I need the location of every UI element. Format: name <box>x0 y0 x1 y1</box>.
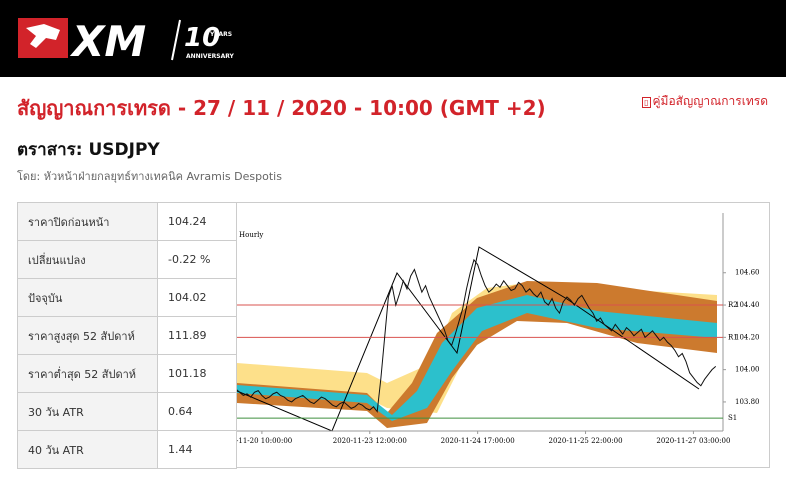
table-row: ราคาปิดก่อนหน้า 104.24 <box>17 202 237 241</box>
level-label: R1 <box>728 333 738 341</box>
level-label: R2 <box>728 301 738 309</box>
table-row: ราคาต่ำสุด 52 สัปดาห์ 101.18 <box>17 354 237 393</box>
cell-label: ราคาปิดก่อนหน้า <box>17 202 158 241</box>
badge-sub: ANNIVERSARY <box>186 53 235 60</box>
header: XM 10 YEARS ANNIVERSARY <box>0 0 786 77</box>
logo: XM 10 YEARS ANNIVERSARY <box>18 17 235 66</box>
instrument: ตราสาร: USDJPY <box>17 140 160 160</box>
table-row: 40 วัน ATR 1.44 <box>17 430 237 469</box>
y-tick-label: 103.80 <box>735 398 760 406</box>
table-row: 30 วัน ATR 0.64 <box>17 392 237 431</box>
cell-value: 0.64 <box>157 392 237 431</box>
y-tick-label: 104.00 <box>735 366 760 374</box>
stats-table: ราคาปิดก่อนหน้า 104.24 เปลี่ยนแปลง -0.22 % ป… <box>17 202 237 469</box>
table-row: ปัจจุบัน 104.02 <box>17 278 237 317</box>
band-outer <box>237 283 717 413</box>
divider <box>171 19 181 61</box>
guide-text[interactable]: คู่มือสัญญาณการเทรด <box>652 94 769 108</box>
page-title: สัญญาณการเทรด - 27 / 11 / 2020 - 10:00 (… <box>17 96 546 120</box>
badge: 10 <box>184 23 220 53</box>
level-label: S1 <box>728 414 737 422</box>
table-row: ราคาสูงสุด 52 สัปดาห์ 111.89 <box>17 316 237 355</box>
logo-bull <box>26 24 60 48</box>
cell-value: 101.18 <box>157 354 237 393</box>
y-tick-label: 104.20 <box>735 333 760 341</box>
cell-value: 104.24 <box>157 202 237 241</box>
cell-value: 111.89 <box>157 316 237 355</box>
cell-value: -0.22 % <box>157 240 237 279</box>
byline: โดย: หัวหน้าฝ่ายกลยุทธ์ทางเทคนิค Avramis… <box>17 170 282 183</box>
band-mid <box>237 281 717 428</box>
y-tick-label: 104.60 <box>735 269 760 277</box>
cell-label: ราคาต่ำสุด 52 สัปดาห์ <box>17 354 158 393</box>
cell-label: ราคาสูงสุด 52 สัปดาห์ <box>17 316 158 355</box>
cell-value: 104.02 <box>157 278 237 317</box>
x-tick-label: 2020-11-25 22:00:00 <box>549 437 623 445</box>
chart-title: Hourly <box>239 231 263 239</box>
price-line <box>237 258 717 413</box>
x-tick-label: 0-11-20 10:00:00 <box>236 437 292 445</box>
cell-label: เปลี่ยนแปลง <box>17 240 158 279</box>
guide-link[interactable]: ▯ คู่มือสัญญาณการเทรด <box>642 92 768 111</box>
y-tick-label: 104.40 <box>735 301 760 309</box>
cell-label: ปัจจุบัน <box>17 278 158 317</box>
x-tick-label: 2020-11-27 03:00:00 <box>656 437 730 445</box>
cell-label: 40 วัน ATR <box>17 430 158 469</box>
cell-value: 1.44 <box>157 430 237 469</box>
badge-sub: YEARS <box>209 31 232 38</box>
band-inner <box>237 295 717 421</box>
cell-label: 30 วัน ATR <box>17 392 158 431</box>
x-tick-label: 2020-11-23 12:00:00 <box>333 437 407 445</box>
chart: Hourly 103.80 104.00 104.20 104.40 104.60 R2 R1… <box>236 202 770 468</box>
logo-text: XM <box>69 17 146 66</box>
x-tick-label: 2020-11-24 17:00:00 <box>441 437 515 445</box>
pdf-icon: ▯ <box>642 97 651 108</box>
table-row: เปลี่ยนแปลง -0.22 % <box>17 240 237 279</box>
